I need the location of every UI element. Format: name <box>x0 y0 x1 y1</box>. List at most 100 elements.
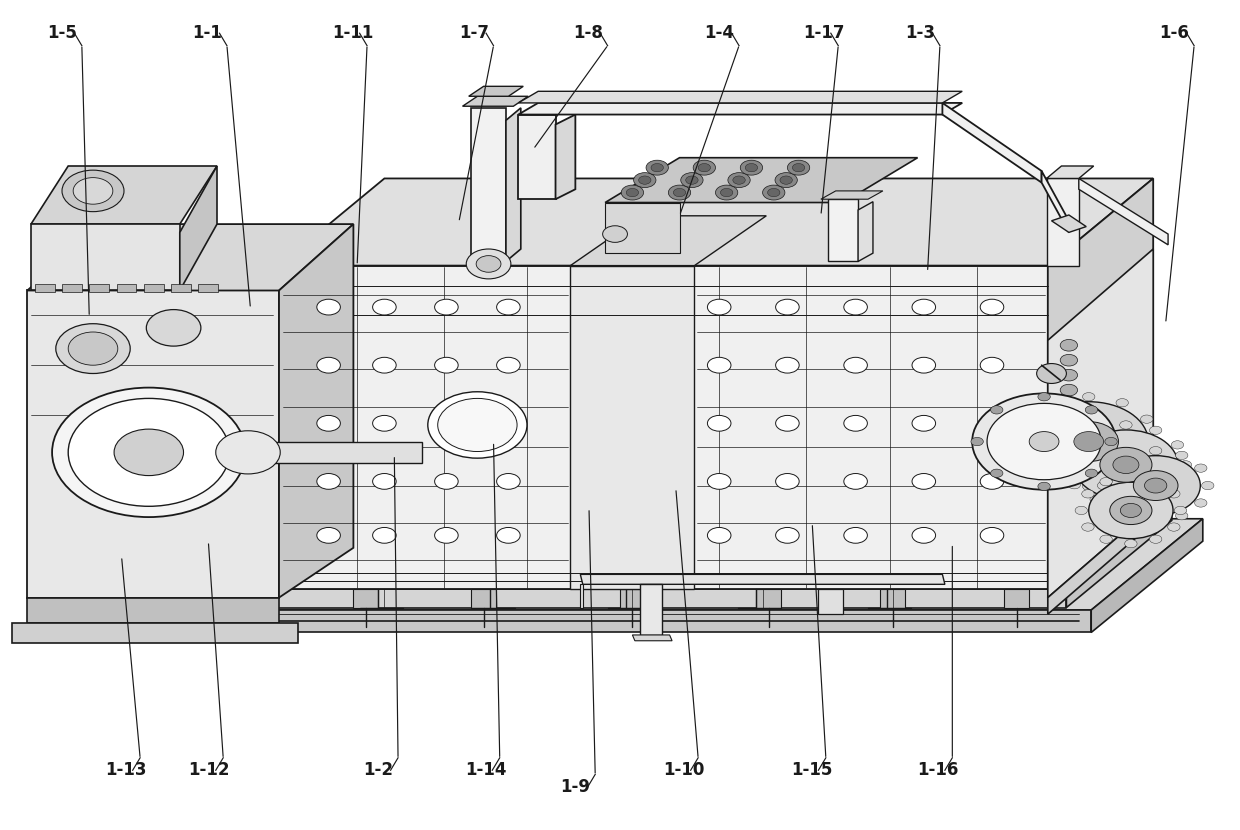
Circle shape <box>707 415 732 432</box>
Circle shape <box>728 173 750 188</box>
Circle shape <box>1038 393 1050 401</box>
Text: 1-15: 1-15 <box>791 761 832 779</box>
Circle shape <box>787 160 810 175</box>
Text: 1-5: 1-5 <box>47 24 77 42</box>
Text: 1-16: 1-16 <box>918 761 959 779</box>
Circle shape <box>1029 432 1059 452</box>
Circle shape <box>1059 422 1118 461</box>
Circle shape <box>1100 535 1112 544</box>
Polygon shape <box>89 284 109 292</box>
Polygon shape <box>31 224 180 290</box>
Polygon shape <box>31 166 217 224</box>
Circle shape <box>1111 456 1200 515</box>
Circle shape <box>843 299 867 315</box>
Polygon shape <box>828 199 858 261</box>
Circle shape <box>1125 473 1137 481</box>
Circle shape <box>780 176 792 184</box>
Circle shape <box>496 528 521 543</box>
Circle shape <box>1194 499 1207 507</box>
Text: 1-8: 1-8 <box>573 24 603 42</box>
Circle shape <box>843 415 867 432</box>
Circle shape <box>707 357 732 373</box>
Circle shape <box>1081 490 1094 498</box>
Circle shape <box>1075 506 1087 515</box>
Polygon shape <box>605 158 918 203</box>
Circle shape <box>1172 481 1184 489</box>
Circle shape <box>1060 354 1078 366</box>
Circle shape <box>317 357 340 373</box>
Polygon shape <box>518 115 556 199</box>
Circle shape <box>1120 421 1132 429</box>
Polygon shape <box>570 216 766 266</box>
Polygon shape <box>1047 166 1094 178</box>
Circle shape <box>1149 437 1162 446</box>
Circle shape <box>68 398 229 506</box>
Text: 1-17: 1-17 <box>804 24 844 42</box>
Circle shape <box>1123 511 1136 520</box>
Circle shape <box>1037 364 1066 383</box>
Circle shape <box>52 388 246 517</box>
Circle shape <box>991 406 1003 414</box>
Circle shape <box>707 299 732 315</box>
Circle shape <box>843 357 867 373</box>
Text: 1-10: 1-10 <box>663 761 704 779</box>
Circle shape <box>1105 437 1117 446</box>
Polygon shape <box>27 290 279 598</box>
Circle shape <box>980 528 1004 543</box>
Circle shape <box>317 415 340 432</box>
Circle shape <box>434 473 458 490</box>
Circle shape <box>843 473 867 490</box>
Polygon shape <box>1042 171 1069 232</box>
Circle shape <box>1123 452 1136 460</box>
Circle shape <box>651 164 663 172</box>
Circle shape <box>1145 478 1167 493</box>
Circle shape <box>1060 461 1073 469</box>
Circle shape <box>1089 482 1173 539</box>
Polygon shape <box>27 598 279 622</box>
Polygon shape <box>942 103 1042 183</box>
Circle shape <box>911 528 935 543</box>
Circle shape <box>1090 426 1102 434</box>
Circle shape <box>372 299 396 315</box>
Circle shape <box>1141 460 1153 468</box>
Polygon shape <box>570 266 694 589</box>
Circle shape <box>1081 523 1094 531</box>
Circle shape <box>1120 500 1132 509</box>
Circle shape <box>434 357 458 373</box>
Circle shape <box>693 160 715 175</box>
Polygon shape <box>1066 502 1172 608</box>
Polygon shape <box>463 96 528 106</box>
Text: 1-13: 1-13 <box>105 761 146 779</box>
Circle shape <box>1090 496 1102 504</box>
Circle shape <box>1016 437 1028 446</box>
Circle shape <box>768 188 780 197</box>
Polygon shape <box>279 266 1048 589</box>
Polygon shape <box>471 108 506 261</box>
Polygon shape <box>260 589 1066 608</box>
Circle shape <box>1149 477 1162 486</box>
Polygon shape <box>506 108 521 261</box>
Circle shape <box>434 299 458 315</box>
Polygon shape <box>144 284 164 292</box>
Circle shape <box>1060 384 1078 396</box>
Circle shape <box>68 332 118 365</box>
Circle shape <box>372 357 396 373</box>
Circle shape <box>911 415 935 432</box>
Polygon shape <box>35 284 55 292</box>
Circle shape <box>776 299 799 315</box>
Circle shape <box>1149 516 1162 525</box>
Polygon shape <box>1047 178 1079 266</box>
Polygon shape <box>1079 178 1168 245</box>
Circle shape <box>1110 496 1152 525</box>
Polygon shape <box>279 178 1153 266</box>
Circle shape <box>496 415 521 432</box>
Circle shape <box>1105 464 1117 472</box>
Circle shape <box>971 437 983 446</box>
Circle shape <box>1116 476 1128 485</box>
Circle shape <box>776 473 799 490</box>
Text: 1-9: 1-9 <box>560 778 590 796</box>
Circle shape <box>1202 481 1214 490</box>
Circle shape <box>1100 477 1112 486</box>
Circle shape <box>745 164 758 172</box>
Text: 1-3: 1-3 <box>905 24 935 42</box>
